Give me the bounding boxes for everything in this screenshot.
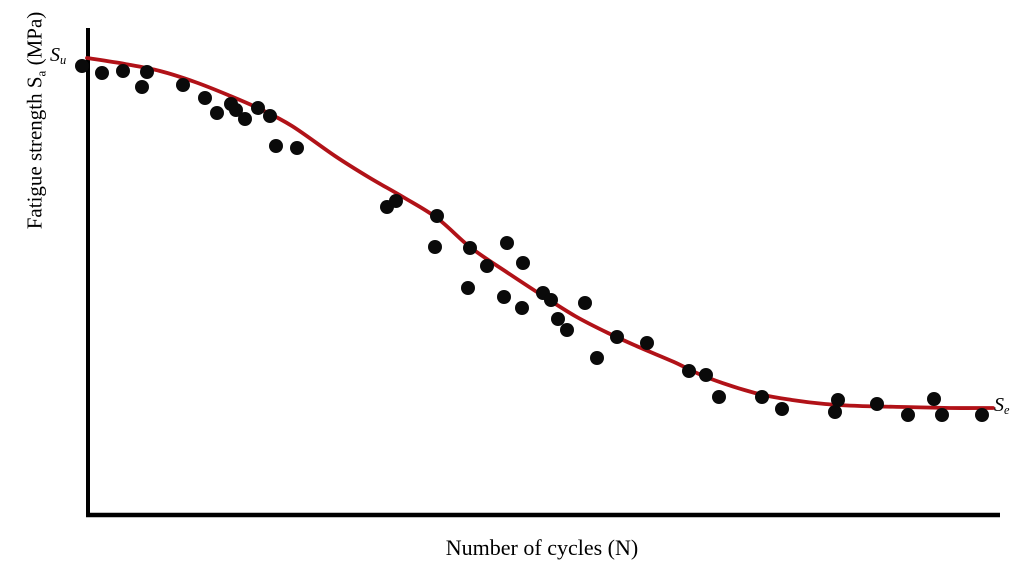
data-point bbox=[461, 281, 475, 295]
data-point bbox=[238, 112, 252, 126]
data-point bbox=[870, 397, 884, 411]
y-axis-label-unit: (MPa) bbox=[22, 11, 47, 71]
scatter-points bbox=[75, 59, 989, 422]
data-point bbox=[610, 330, 624, 344]
su-subscript: u bbox=[60, 53, 67, 68]
data-point bbox=[544, 293, 558, 307]
data-point bbox=[712, 390, 726, 404]
data-point bbox=[95, 66, 109, 80]
data-point bbox=[515, 301, 529, 315]
data-point bbox=[682, 364, 696, 378]
data-point bbox=[699, 368, 713, 382]
data-point bbox=[640, 336, 654, 350]
data-point bbox=[551, 312, 565, 326]
data-point bbox=[229, 103, 243, 117]
data-point bbox=[176, 78, 190, 92]
se-symbol: S bbox=[994, 394, 1004, 416]
data-point bbox=[135, 80, 149, 94]
x-axis-label: Number of cycles (N) bbox=[445, 535, 639, 560]
data-point bbox=[500, 236, 514, 250]
y-axis-label-subscript: a bbox=[33, 70, 49, 77]
data-point bbox=[210, 106, 224, 120]
data-point bbox=[560, 323, 574, 337]
data-point bbox=[935, 408, 949, 422]
data-point bbox=[428, 240, 442, 254]
data-point bbox=[290, 141, 304, 155]
data-point bbox=[828, 405, 842, 419]
data-point bbox=[831, 393, 845, 407]
su-symbol: S bbox=[50, 44, 60, 66]
data-point bbox=[75, 59, 89, 73]
se-annotation: Se bbox=[994, 394, 1010, 417]
data-point bbox=[497, 290, 511, 304]
data-point bbox=[463, 241, 477, 255]
data-point bbox=[263, 109, 277, 123]
data-point bbox=[516, 256, 530, 270]
data-point bbox=[775, 402, 789, 416]
data-point bbox=[578, 296, 592, 310]
data-point bbox=[901, 408, 915, 422]
data-point bbox=[140, 65, 154, 79]
y-axis-label-text: Fatigue strength S bbox=[22, 76, 47, 230]
data-point bbox=[480, 259, 494, 273]
data-point bbox=[389, 194, 403, 208]
sn-curve bbox=[85, 56, 995, 410]
data-point bbox=[430, 209, 444, 223]
data-point bbox=[116, 64, 130, 78]
su-annotation: Su bbox=[50, 44, 66, 67]
data-point bbox=[975, 408, 989, 422]
data-point bbox=[269, 139, 283, 153]
data-point bbox=[590, 351, 604, 365]
data-point bbox=[251, 101, 265, 115]
y-axis-label: Fatigue strength Sa (MPa) bbox=[23, 0, 50, 263]
se-subscript: e bbox=[1004, 403, 1010, 418]
data-point bbox=[755, 390, 769, 404]
data-point bbox=[198, 91, 212, 105]
data-point bbox=[927, 392, 941, 406]
